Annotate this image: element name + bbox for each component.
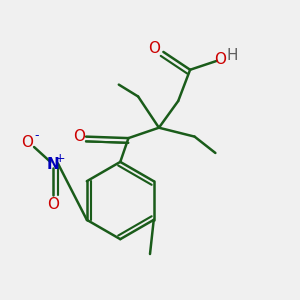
Text: O: O	[148, 41, 160, 56]
Text: O: O	[47, 197, 59, 212]
Text: H: H	[226, 48, 238, 63]
Text: -: -	[34, 129, 39, 142]
Text: N: N	[47, 158, 60, 172]
Text: O: O	[21, 135, 33, 150]
Text: O: O	[214, 52, 226, 67]
Text: O: O	[73, 129, 85, 144]
Text: +: +	[55, 152, 65, 165]
